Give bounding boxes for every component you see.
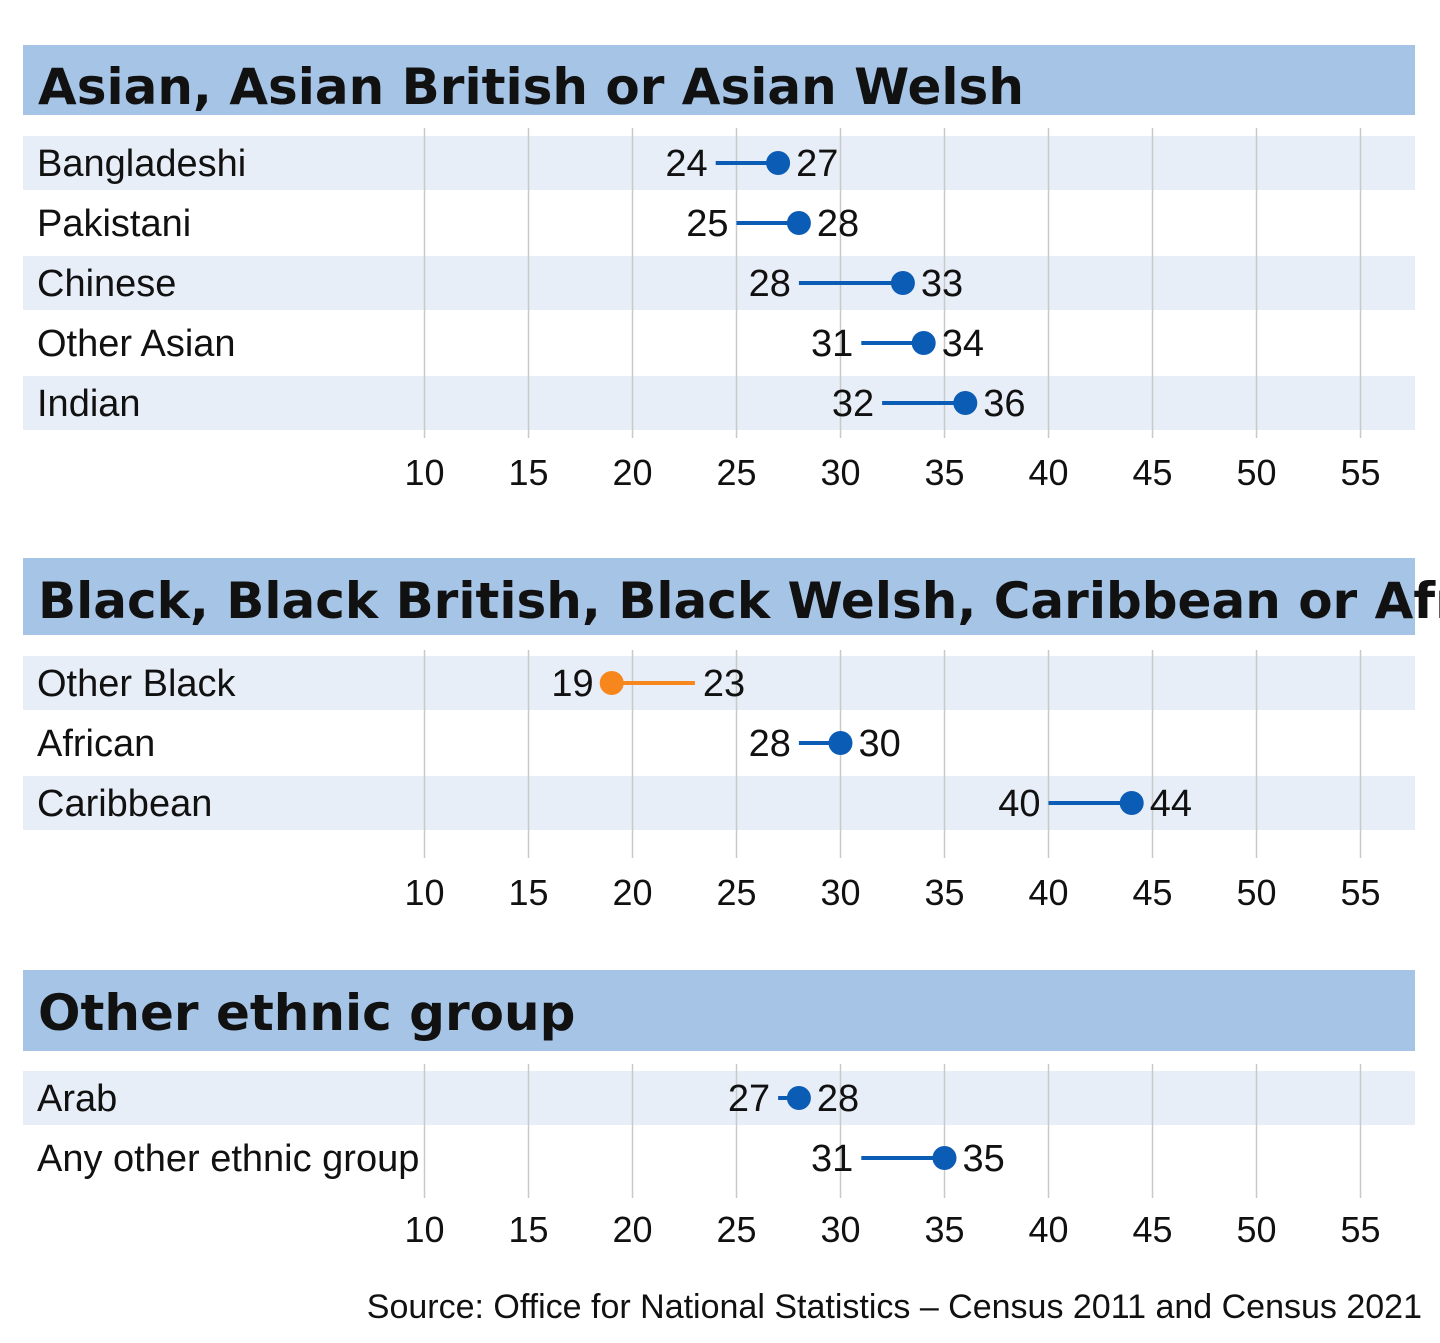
- panel-2: Black, Black British, Black Welsh, Carib…: [23, 558, 1440, 913]
- start-value-label: 28: [749, 263, 791, 305]
- row-band: [23, 256, 1415, 310]
- tick-label: 50: [1236, 452, 1276, 493]
- end-value-dot: [1119, 791, 1144, 815]
- start-value-label: 28: [749, 723, 791, 765]
- source-text: Source: Office for National Statistics –…: [367, 1288, 1422, 1326]
- tick-label: 10: [404, 1209, 444, 1250]
- row-label: Arab: [37, 1078, 117, 1120]
- panel-title: Other ethnic group: [38, 984, 575, 1042]
- tick-label: 20: [612, 872, 652, 913]
- tick-label: 25: [716, 872, 756, 913]
- row-label: Other Black: [37, 663, 237, 705]
- tick-label: 35: [924, 1209, 964, 1250]
- tick-label: 15: [508, 872, 548, 913]
- end-value-label: 28: [817, 1078, 859, 1120]
- row-label: Other Asian: [37, 323, 236, 365]
- tick-label: 30: [820, 452, 860, 493]
- end-value-label: 34: [942, 323, 984, 365]
- row-label: Caribbean: [37, 783, 212, 825]
- row-label: Pakistani: [37, 203, 191, 245]
- row-band: [23, 656, 1415, 710]
- tick-label: 30: [820, 1209, 860, 1250]
- tick-label: 15: [508, 1209, 548, 1250]
- tick-label: 10: [404, 452, 444, 493]
- row-label: Chinese: [37, 263, 176, 305]
- end-value-dot: [953, 391, 978, 415]
- tick-label: 35: [924, 872, 964, 913]
- tick-label: 10: [404, 872, 444, 913]
- tick-label: 35: [924, 452, 964, 493]
- start-value-label: 31: [811, 323, 853, 365]
- start-value-label: 25: [686, 203, 728, 245]
- tick-label: 55: [1340, 872, 1380, 913]
- end-value-label: 30: [859, 723, 901, 765]
- panel-header: [23, 558, 1415, 635]
- tick-label: 15: [508, 452, 548, 493]
- row-label: Indian: [37, 383, 141, 425]
- end-value-dot: [599, 671, 624, 695]
- start-value-label: 40: [998, 783, 1040, 825]
- tick-label: 40: [1028, 452, 1068, 493]
- row-band: [23, 776, 1415, 830]
- tick-label: 50: [1236, 1209, 1276, 1250]
- row-band: [23, 376, 1415, 430]
- row-label: Bangladeshi: [37, 143, 246, 185]
- end-value-dot: [786, 211, 811, 235]
- tick-label: 45: [1132, 1209, 1172, 1250]
- start-value-label: 23: [703, 663, 745, 705]
- start-value-label: 24: [665, 143, 707, 185]
- end-value-dot: [911, 331, 936, 355]
- end-value-dot: [828, 731, 853, 755]
- end-value-dot: [932, 1146, 957, 1170]
- tick-label: 25: [716, 452, 756, 493]
- panel-1: Asian, Asian British or Asian Welsh 10 15 2…: [23, 45, 1415, 493]
- tick-label: 25: [716, 1209, 756, 1250]
- start-value-label: 27: [728, 1078, 770, 1120]
- end-value-label: 19: [551, 663, 593, 705]
- tick-label: 20: [612, 452, 652, 493]
- end-value-dot: [786, 1086, 811, 1110]
- tick-label: 30: [820, 872, 860, 913]
- end-value-dot: [890, 271, 915, 295]
- end-value-label: 35: [963, 1138, 1005, 1180]
- end-value-label: 27: [796, 143, 838, 185]
- panel-title: Black, Black British, Black Welsh, Carib…: [38, 572, 1440, 630]
- end-value-label: 28: [817, 203, 859, 245]
- tick-label: 50: [1236, 872, 1276, 913]
- tick-label: 45: [1132, 452, 1172, 493]
- panel-header: [23, 970, 1415, 1051]
- start-value-label: 32: [832, 383, 874, 425]
- tick-label: 40: [1028, 1209, 1068, 1250]
- end-value-label: 33: [921, 263, 963, 305]
- end-value-dot: [766, 151, 791, 175]
- panel-header: [23, 45, 1415, 115]
- tick-label: 55: [1340, 452, 1380, 493]
- tick-label: 45: [1132, 872, 1172, 913]
- row-band: [23, 1071, 1415, 1125]
- tick-label: 20: [612, 1209, 652, 1250]
- row-label: Any other ethnic group: [37, 1138, 419, 1180]
- end-value-label: 44: [1150, 783, 1192, 825]
- panel-3: Other ethnic group 10 15 20 25 30 35 40 45 50 55 Ar…: [23, 970, 1415, 1250]
- row-label: African: [37, 723, 155, 765]
- tick-label: 55: [1340, 1209, 1380, 1250]
- start-value-label: 31: [811, 1138, 853, 1180]
- tick-label: 40: [1028, 872, 1068, 913]
- end-value-label: 36: [983, 383, 1025, 425]
- panel-title: Asian, Asian British or Asian Welsh: [38, 58, 1024, 116]
